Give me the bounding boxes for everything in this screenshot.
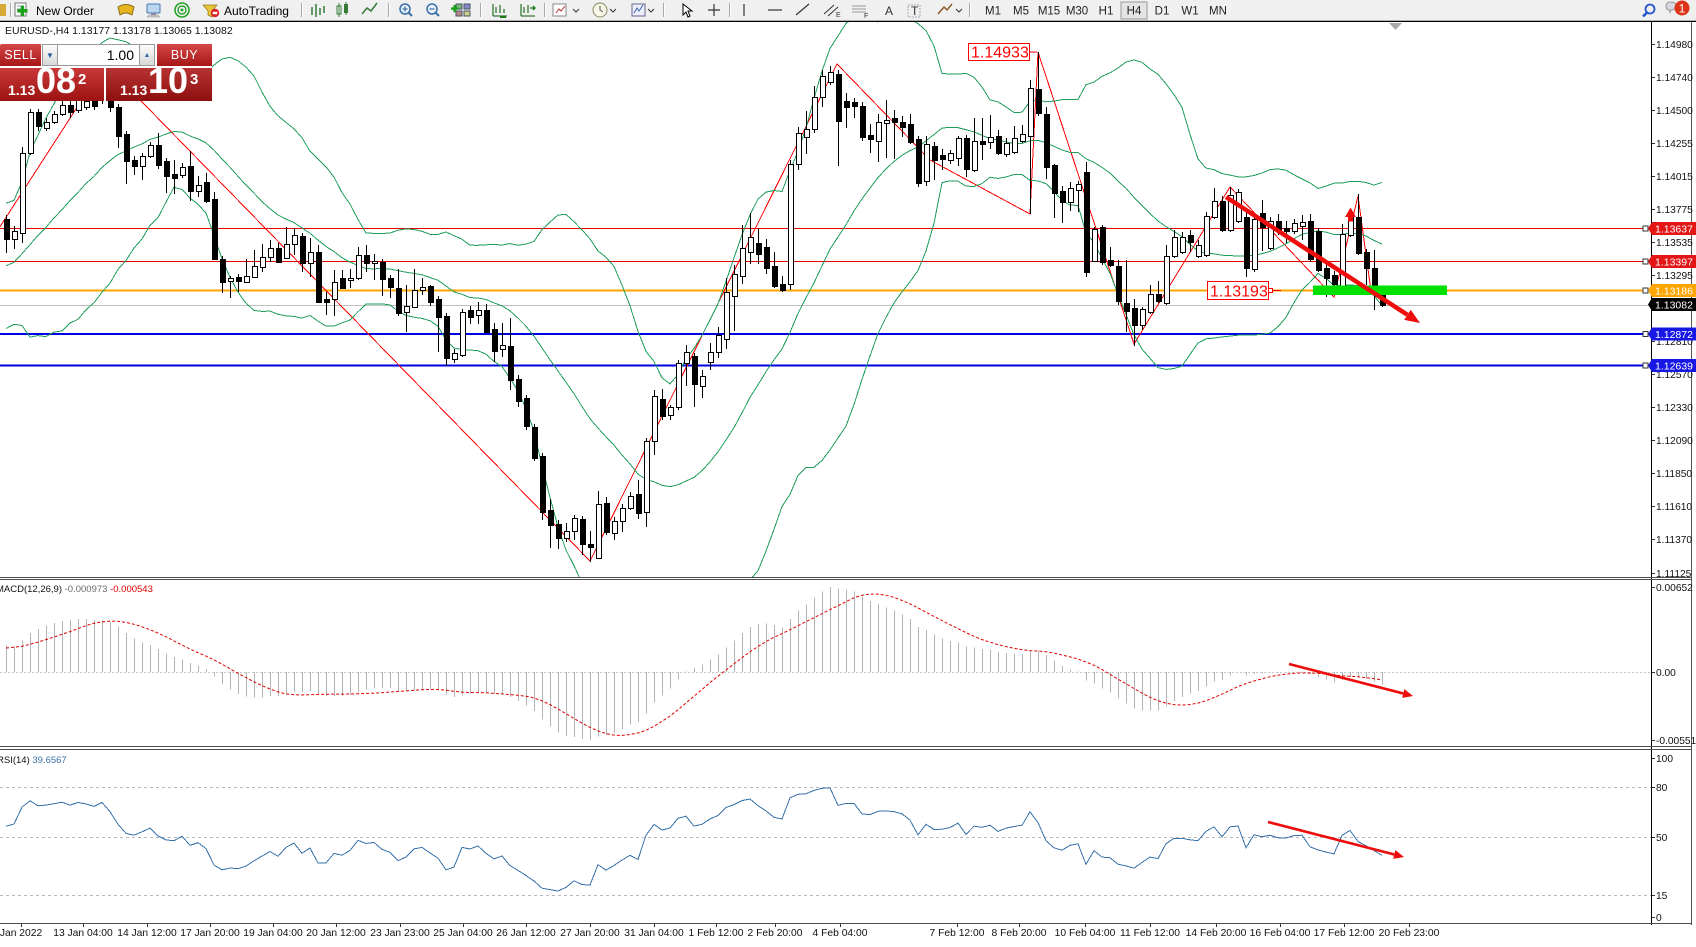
- svg-text:MACD(12,26,9) -0.000973 -0.000: MACD(12,26,9) -0.000973 -0.000543: [0, 584, 153, 595]
- svg-text:80: 80: [1656, 783, 1668, 794]
- svg-text:1.12639: 1.12639: [1655, 361, 1693, 373]
- svg-text:1.14933: 1.14933: [971, 45, 1029, 62]
- svg-text:1.12330: 1.12330: [1656, 403, 1693, 414]
- svg-text:M15: M15: [1038, 6, 1060, 18]
- svg-text:26 Jan 12:00: 26 Jan 12:00: [496, 928, 556, 939]
- svg-text:1.14015: 1.14015: [1656, 172, 1693, 183]
- svg-text:23 Jan 23:00: 23 Jan 23:00: [370, 928, 430, 939]
- svg-text:50: 50: [1656, 833, 1668, 844]
- svg-text:20 Feb 23:00: 20 Feb 23:00: [1379, 928, 1440, 939]
- svg-text:1.12872: 1.12872: [1655, 329, 1693, 341]
- svg-text:4 Feb 04:00: 4 Feb 04:00: [813, 928, 868, 939]
- svg-text:16 Feb 04:00: 16 Feb 04:00: [1250, 928, 1311, 939]
- svg-text:0: 0: [1656, 913, 1662, 924]
- svg-text:1.13535: 1.13535: [1656, 238, 1693, 249]
- svg-text:1.11850: 1.11850: [1656, 469, 1692, 480]
- svg-text:20 Jan 12:00: 20 Jan 12:00: [306, 928, 366, 939]
- svg-text:M5: M5: [1013, 6, 1029, 18]
- svg-text:1.14740: 1.14740: [1656, 73, 1693, 84]
- svg-text:1 Feb 12:00: 1 Feb 12:00: [689, 928, 744, 939]
- svg-text:11 Feb 12:00: 11 Feb 12:00: [1120, 928, 1180, 939]
- svg-text:D1: D1: [1155, 6, 1170, 18]
- svg-text:100: 100: [1656, 754, 1673, 765]
- svg-text:15: 15: [1656, 891, 1668, 902]
- svg-text:1.13637: 1.13637: [1655, 224, 1693, 236]
- svg-text:0.00: 0.00: [1656, 668, 1676, 679]
- svg-text:H4: H4: [1127, 6, 1142, 18]
- svg-text:13 Jan 04:00: 13 Jan 04:00: [53, 928, 113, 939]
- svg-text:1.12090: 1.12090: [1656, 436, 1693, 447]
- svg-text:17 Feb 12:00: 17 Feb 12:00: [1314, 928, 1375, 939]
- svg-text:1.11125: 1.11125: [1656, 569, 1692, 580]
- svg-text:1.13397: 1.13397: [1655, 257, 1693, 269]
- svg-text:25 Jan 04:00: 25 Jan 04:00: [433, 928, 493, 939]
- svg-text:M1: M1: [985, 6, 1001, 18]
- svg-text:MN: MN: [1209, 6, 1227, 18]
- svg-text:1.12810: 1.12810: [1656, 337, 1693, 348]
- svg-text:RSI(14) 39.6567: RSI(14) 39.6567: [0, 755, 67, 766]
- svg-text:1.14980: 1.14980: [1656, 40, 1693, 51]
- svg-text:1.11370: 1.11370: [1656, 535, 1692, 546]
- svg-text:7 Feb 12:00: 7 Feb 12:00: [930, 928, 985, 939]
- svg-text:1.12570: 1.12570: [1656, 370, 1693, 381]
- svg-text:1: 1: [1679, 2, 1686, 16]
- svg-text:27 Jan 20:00: 27 Jan 20:00: [560, 928, 620, 939]
- svg-text:31 Jan 04:00: 31 Jan 04:00: [624, 928, 684, 939]
- svg-text:F: F: [864, 13, 868, 20]
- svg-text:1.13186: 1.13186: [1655, 286, 1693, 298]
- svg-text:1.13082: 1.13082: [1655, 300, 1693, 312]
- svg-text:19 Jan 04:00: 19 Jan 04:00: [243, 928, 303, 939]
- svg-text:2 Feb 20:00: 2 Feb 20:00: [748, 928, 803, 939]
- svg-text:E: E: [836, 12, 841, 19]
- svg-text:8 Feb 20:00: 8 Feb 20:00: [992, 928, 1047, 939]
- svg-text:New Order: New Order: [36, 4, 94, 18]
- svg-text:1.13775: 1.13775: [1656, 205, 1693, 216]
- svg-text:0.00652: 0.00652: [1656, 583, 1693, 594]
- svg-text:W1: W1: [1181, 6, 1198, 18]
- svg-text:A: A: [885, 4, 893, 18]
- svg-text:H1: H1: [1099, 6, 1114, 18]
- svg-text:14 Feb 20:00: 14 Feb 20:00: [1186, 928, 1247, 939]
- svg-text:1.13193: 1.13193: [1210, 284, 1268, 301]
- svg-text:Jan 2022: Jan 2022: [0, 928, 42, 939]
- svg-text:1.14255: 1.14255: [1656, 139, 1693, 150]
- svg-text:14 Jan 12:00: 14 Jan 12:00: [117, 928, 177, 939]
- svg-text:10 Feb 04:00: 10 Feb 04:00: [1055, 928, 1116, 939]
- svg-text:M30: M30: [1066, 6, 1088, 18]
- svg-text:1.11610: 1.11610: [1656, 502, 1692, 513]
- svg-text:17 Jan 20:00: 17 Jan 20:00: [180, 928, 240, 939]
- svg-text:EURUSD-,H4 1.13177 1.13178 1.: EURUSD-,H4 1.13177 1.13178 1.13065 1.130…: [5, 25, 233, 37]
- svg-text:AutoTrading: AutoTrading: [224, 4, 289, 18]
- svg-text:1.14500: 1.14500: [1656, 106, 1693, 117]
- svg-text:T: T: [911, 4, 919, 18]
- svg-text:1.13295: 1.13295: [1656, 271, 1693, 282]
